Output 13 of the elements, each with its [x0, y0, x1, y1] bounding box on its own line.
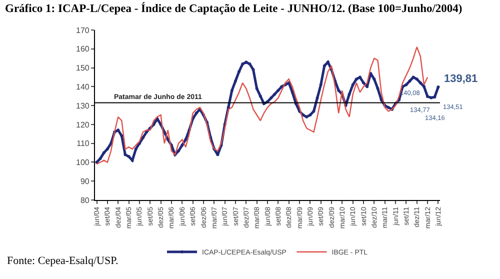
chart-title: Gráfico 1: ICAP-L/Cepea - Índice de Captação de Leite - JUNHO/12. (Base 100=Junho/2004)	[5, 2, 462, 16]
y-tick-label: 160	[76, 44, 90, 54]
y-tick-label: 130	[76, 101, 90, 110]
y-tick-label: 120	[76, 120, 90, 130]
y-tick-label: 110	[76, 139, 90, 148]
source-note: Fonte: Cepea-Esalq/USP.	[7, 255, 118, 267]
y-tick-label: 150	[76, 64, 90, 73]
y-tick-label: 140	[76, 82, 90, 92]
data-label: 139,81	[444, 73, 478, 85]
y-tick-label: 90	[80, 176, 90, 186]
y-tick-label: 80	[80, 196, 90, 205]
y-tick-label: 100	[76, 158, 90, 168]
y-tick-label: 170	[76, 26, 90, 35]
